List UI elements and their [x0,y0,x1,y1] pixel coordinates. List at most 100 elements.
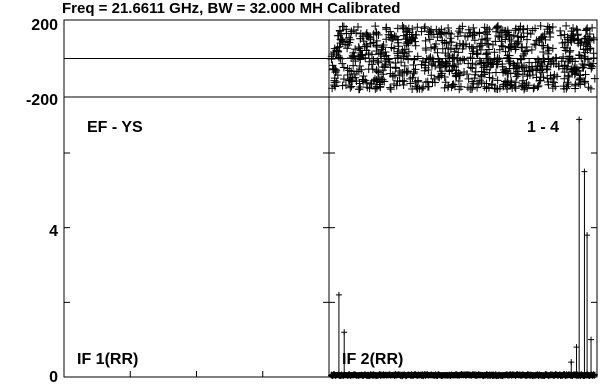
phase-point [560,30,569,39]
phase-point [529,84,538,93]
phase-point [505,35,514,44]
phase-point [441,78,450,87]
phase-point [588,62,597,71]
phase-point [460,56,469,65]
phase-point [440,72,449,81]
if2-label: IF 2(RR) [342,351,403,368]
phase-point [366,39,375,48]
amp-spike-point [576,116,583,123]
phase-point [563,78,572,87]
phase-point [392,32,401,41]
amp-spike-point [573,344,580,351]
phase-point [349,61,358,70]
phase-point [386,83,395,92]
phase-point [483,24,492,33]
phase-point [429,30,438,39]
phase-point [475,42,484,51]
phase-point [343,70,352,79]
baseline-id: 1 - 4 [527,119,559,136]
phase-point [401,25,410,34]
phase-point [582,25,591,34]
phase-point [413,23,422,32]
phase-point [448,53,457,62]
phase-point [396,69,405,78]
phase-point [512,40,521,49]
phase-point [511,84,520,93]
phase-point [452,44,461,53]
phase-point [430,74,439,83]
phase-point [525,66,534,75]
phase-point [400,49,409,58]
phase-point [345,66,354,75]
phase-point [441,49,450,58]
phase-point [415,84,424,93]
phase-point [343,44,352,53]
phase-point [332,78,341,87]
phase-point [403,30,412,39]
phase-point [404,67,413,76]
phase-point [337,29,346,38]
phase-point [513,39,522,48]
phase-point [346,83,355,92]
baseline-label: EF - YS [87,119,143,136]
phase-point [353,22,362,31]
phase-point [381,47,390,56]
phase-point [402,41,411,50]
amp-spike-point [581,168,588,175]
phase-point [549,55,558,64]
phase-point [491,68,500,77]
phase-point [458,22,467,31]
amp-ytick-4: 4 [49,223,58,240]
phase-point [436,28,445,37]
phase-point [397,58,406,67]
phase-point [445,67,454,76]
phase-point [351,57,360,66]
phase-point [351,45,360,54]
phase-point [374,68,383,77]
phase-point [330,74,339,83]
phase-point [386,85,395,94]
phase-point [519,32,528,41]
phase-point [386,33,395,42]
phase-point [589,33,598,42]
phase-point [427,25,436,34]
phase-point [447,29,456,38]
phase-point [369,56,378,65]
phase-point [466,63,475,72]
phase-point [459,40,468,49]
phase-point [543,43,552,52]
phase-point [448,61,457,70]
phase-point [438,36,447,45]
amp-spike-point [588,336,595,343]
phase-point [510,82,519,91]
phase-point [382,25,391,34]
phase-point [454,27,463,36]
phase-point [400,77,409,86]
phase-point [374,67,383,76]
phase-point [542,64,551,73]
phase-point [421,36,430,45]
phase-point [413,83,422,92]
phase-point [402,39,411,48]
phase-point [538,61,547,70]
phase-point [411,37,420,46]
phase-point [411,41,420,50]
phase-point [482,39,491,48]
phase-point [399,80,408,89]
phase-point [338,81,347,90]
phase-point [498,26,507,35]
phase-point [454,77,463,86]
amp-spike-point [335,291,342,298]
phase-point [498,62,507,71]
phase-point [510,61,519,70]
phase-point [554,62,563,71]
phase-point [328,84,337,93]
phase-point [371,84,380,93]
phase-point [364,65,373,74]
chart-labels: Freq = 21.6611 GHz, BW = 32.000 MH Calib… [26,0,559,386]
phase-point [463,83,472,92]
phase-point [423,82,432,91]
phase-point [546,71,555,80]
phase-point [378,66,387,75]
amp-panel-border [63,96,598,378]
